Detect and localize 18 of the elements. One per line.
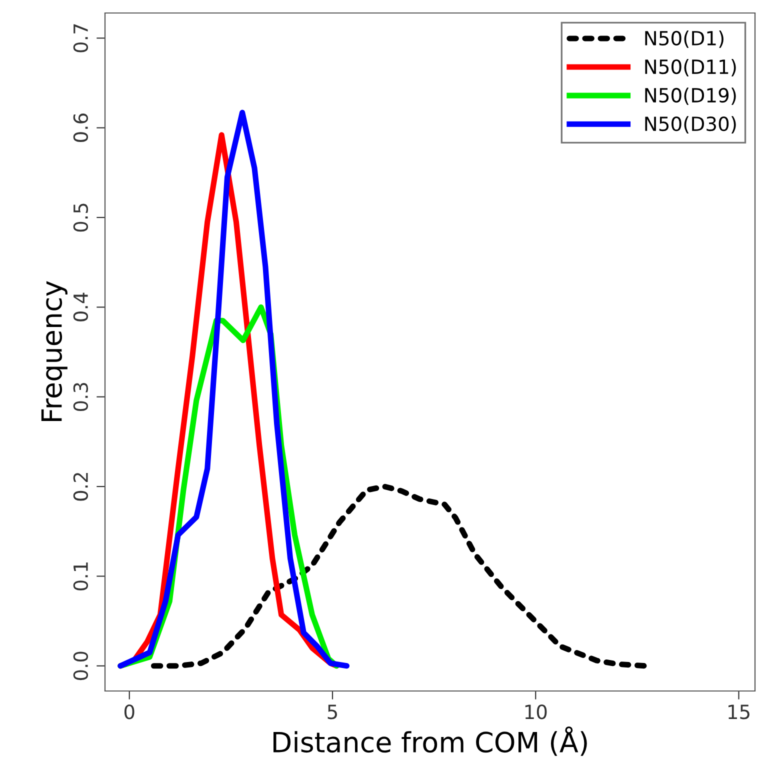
y-axis-title: Frequency bbox=[41, 281, 68, 422]
y-tick-label: 0.7 bbox=[73, 24, 88, 52]
x-tick-label: 10 bbox=[525, 704, 547, 720]
legend-label: N50(D19) bbox=[645, 88, 736, 105]
y-tick-label: 0.4 bbox=[73, 292, 88, 322]
x-tick-label: 0 bbox=[124, 704, 134, 720]
x-axis-title: Distance from COM (Å) bbox=[273, 726, 587, 756]
y-tick-label: 0.3 bbox=[73, 382, 88, 412]
x-tick-label: 5 bbox=[328, 704, 337, 720]
y-tick-label: 0.1 bbox=[73, 562, 88, 590]
legend-label: N50(D11) bbox=[645, 59, 736, 76]
legend-label: N50(D30) bbox=[645, 116, 736, 134]
legend-label: N50(D1) bbox=[645, 30, 724, 48]
y-tick-label: 0.2 bbox=[73, 473, 88, 501]
x-tick-label: 15 bbox=[728, 704, 750, 720]
y-tick-label: 0.5 bbox=[73, 204, 88, 232]
y-tick-label: 0.0 bbox=[73, 652, 88, 680]
y-tick-label: 0.6 bbox=[73, 114, 88, 142]
